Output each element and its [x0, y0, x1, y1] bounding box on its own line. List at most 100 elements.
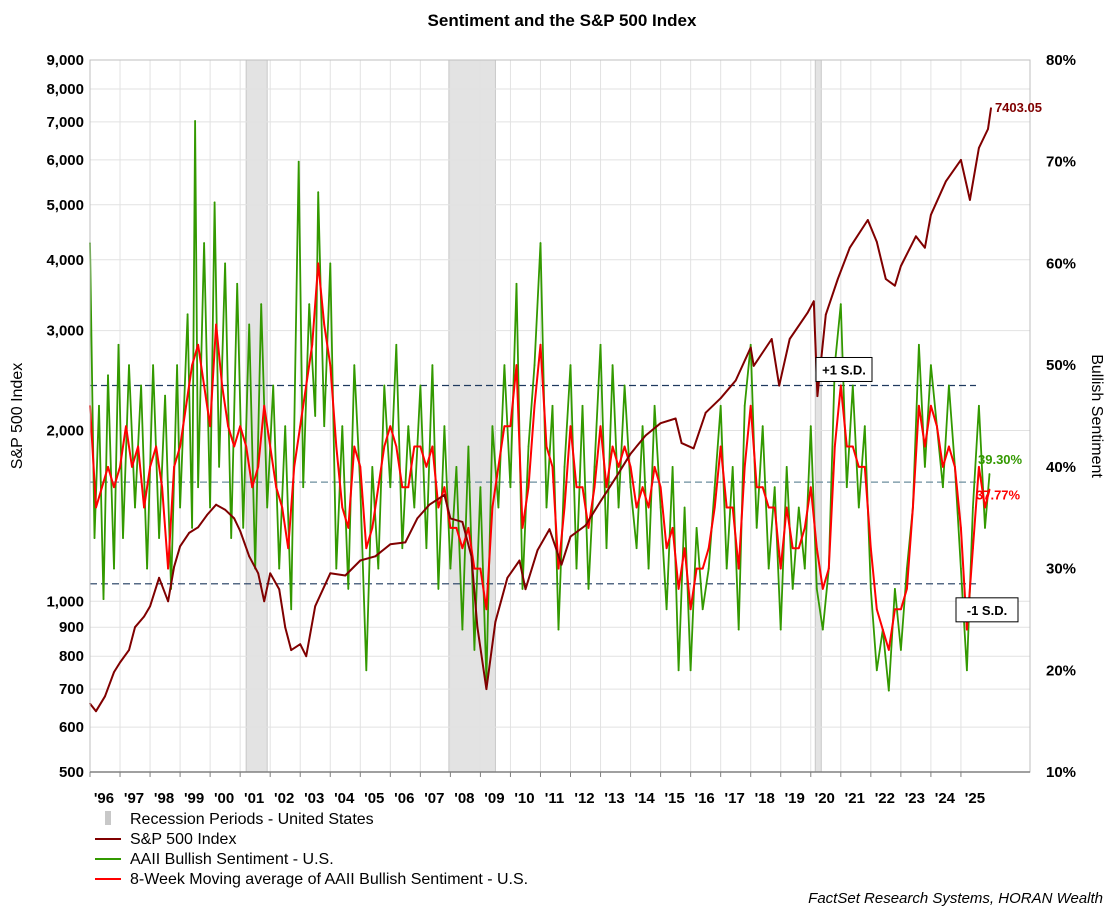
series-1-point-113 [743, 404, 746, 407]
series-2-point-52 [401, 486, 404, 489]
series-1-point-146 [942, 486, 944, 489]
x-tick-14: '10 [514, 790, 534, 807]
x-tick-3: '99 [184, 790, 204, 807]
series-0-point-38 [443, 493, 446, 496]
series-1-point-25 [218, 465, 221, 468]
series-2-point-87 [611, 445, 614, 448]
series-1-point-82 [557, 628, 560, 631]
series-2-point-124 [833, 445, 836, 448]
series-1-point-51 [371, 465, 374, 468]
legend: Recession Periods - United States S&P 500… [95, 811, 528, 888]
series-0-point-48 [536, 549, 539, 552]
left-axis-ticks: 500 600 700 800 900 1,000 2,000 3,000 4,000 5,000… [46, 52, 84, 781]
y-left-tick-11: 7,000 [46, 114, 84, 131]
series-1-point-5 [113, 567, 115, 570]
series-0-point-31 [344, 574, 347, 577]
series-2-point-28 [257, 465, 260, 468]
series-1-point-123 [803, 567, 806, 570]
y-left-tick-2: 700 [59, 681, 84, 698]
series-2-point-82 [581, 486, 584, 489]
series-0-point-50 [560, 563, 563, 566]
series-2-point-117 [791, 547, 794, 550]
series-0-point-63 [734, 379, 737, 382]
series-1-point-130 [845, 486, 848, 489]
series-2-point-133 [887, 649, 890, 651]
series-1-point-19 [191, 526, 194, 529]
series-2-point-71 [515, 364, 518, 367]
x-tick-16: '12 [574, 790, 594, 807]
series-1-point-1 [93, 537, 96, 539]
series-1-point-47 [347, 588, 350, 590]
series-1-point-86 [581, 404, 584, 407]
series-2-point-107 [731, 506, 734, 509]
series-1-point-76 [521, 588, 524, 590]
series-2-point-109 [743, 465, 746, 468]
series-2-point-130 [869, 547, 872, 550]
series-0-point-82 [929, 213, 932, 216]
series-1-point-121 [791, 588, 794, 590]
series-0-point-81 [923, 246, 926, 249]
series-1-point-126 [821, 628, 824, 631]
series-1-point-38 [297, 160, 300, 163]
series-2-point-51 [395, 445, 398, 448]
series-2-point-49 [383, 445, 386, 448]
series-1-point-79 [539, 242, 542, 244]
series-1-point-20 [194, 120, 197, 122]
series-1-point-68 [473, 649, 476, 651]
series-2-point-62 [461, 547, 464, 550]
series-1-point-117 [767, 567, 770, 570]
series-0-point-22 [263, 600, 266, 603]
series-1-point-59 [419, 384, 422, 387]
series-1-point-66 [461, 628, 464, 631]
legend-label-0: Recession Periods - United States [130, 811, 374, 828]
series-2-point-13 [167, 567, 169, 570]
series-1-point-67 [467, 445, 470, 448]
series-0-point-86 [978, 146, 980, 149]
series-1-point-34 [272, 384, 275, 387]
series-1-point-80 [545, 506, 548, 509]
series-2-point-1 [95, 506, 97, 509]
reference-label-box-2 [955, 597, 1019, 623]
series-2-point-93 [647, 506, 650, 509]
legend-label-2: AAII Bullish Sentiment - U.S. [130, 851, 334, 868]
x-tick-24: '20 [815, 790, 835, 807]
series-1-point-45 [335, 567, 338, 570]
x-tick-17: '13 [604, 790, 624, 807]
x-tick-25: '21 [845, 790, 865, 807]
series-0-point-68 [788, 338, 791, 340]
x-tick-11: '07 [424, 790, 444, 807]
series-0-point-67 [778, 384, 781, 387]
x-tick-20: '16 [695, 790, 715, 807]
x-tick-13: '09 [484, 790, 504, 807]
series-1-point-24 [213, 201, 216, 204]
x-tick-21: '17 [725, 790, 745, 807]
x-tick-28: '24 [935, 790, 956, 807]
series-2-point-119 [803, 526, 806, 529]
series-1-point-90 [605, 547, 608, 550]
series-1-point-154 [988, 473, 991, 475]
y-right-tick-0: 10% [1046, 764, 1076, 781]
x-tick-4: '00 [214, 790, 234, 807]
series-layer [89, 107, 992, 713]
series-2-point-16 [185, 404, 188, 407]
series-2-point-125 [839, 384, 842, 387]
series-1-point-16 [176, 364, 178, 367]
series-2-point-148 [978, 465, 980, 468]
series-1-point-111 [731, 465, 734, 468]
series-1-point-118 [773, 486, 776, 489]
series-0-point-10 [167, 600, 169, 603]
series-2-point-83 [587, 526, 590, 529]
series-2-point-30 [269, 445, 272, 448]
series-1-point-116 [761, 425, 764, 428]
reference-label-2: -1 S.D. [967, 603, 1007, 618]
series-1-point-81 [551, 404, 554, 407]
y-left-tick-10: 6,000 [46, 152, 84, 169]
x-tick-12: '08 [454, 790, 474, 807]
series-1-point-103 [683, 506, 686, 509]
series-1-point-138 [893, 588, 896, 590]
series-1-point-22 [203, 242, 206, 244]
series-2-point-114 [773, 506, 776, 509]
series-2-point-55 [419, 445, 422, 448]
y-right-tick-7: 80% [1046, 52, 1076, 69]
series-2-point-44 [353, 445, 356, 448]
